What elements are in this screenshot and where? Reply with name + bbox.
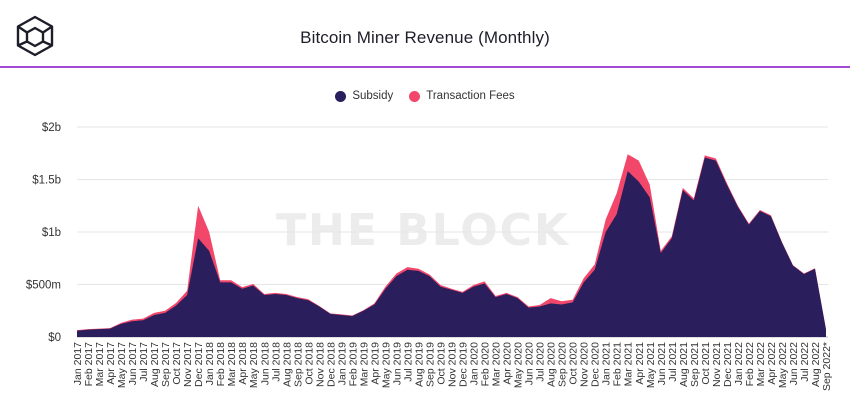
legend-label-transaction-fees: Transaction Fees — [426, 90, 515, 102]
x-tick-label: May 2021 — [645, 342, 657, 388]
x-tick-label: Jan 2017 — [72, 342, 84, 385]
x-tick-label: Jan 2021 — [601, 342, 613, 385]
x-tick-label: Jun 2022 — [788, 342, 800, 385]
x-tick-label: Sep 2020 — [557, 342, 569, 387]
x-tick-label: Jul 2018 — [270, 342, 282, 382]
x-tick-label: Feb 2019 — [347, 342, 359, 387]
x-tick-label: Sep 2019 — [424, 342, 436, 387]
x-tick-label: Dec 2018 — [325, 342, 337, 387]
x-tick-label: Nov 2019 — [447, 342, 459, 387]
x-tick-label: Oct 2020 — [568, 342, 580, 385]
x-tick-label: Dec 2017 — [193, 342, 205, 387]
legend-item-subsidy[interactable]: Subsidy — [335, 90, 393, 102]
legend-swatch-transaction-fees — [409, 90, 421, 102]
x-tick-label: Feb 2017 — [83, 342, 95, 387]
x-tick-label: Mar 2022 — [755, 342, 767, 387]
chart-title: Bitcoin Miner Revenue (Monthly) — [300, 28, 550, 47]
x-tick-label: Aug 2019 — [413, 342, 425, 387]
x-tick-label: Mar 2018 — [226, 342, 238, 387]
y-tick-label-3: $1.5b — [32, 175, 61, 187]
x-tick-label: Oct 2021 — [700, 342, 712, 385]
x-tick-label: Jul 2020 — [535, 342, 547, 382]
x-tick-label: Mar 2019 — [358, 342, 370, 387]
x-tick-label: Oct 2017 — [171, 342, 183, 385]
x-tick-label: Aug 2020 — [546, 342, 558, 387]
x-tick-label: Jan 2019 — [336, 342, 348, 385]
x-tick-label: Sep 2021 — [689, 342, 701, 387]
x-tick-label: Aug 2017 — [149, 342, 161, 387]
x-tick-label: Nov 2021 — [711, 342, 723, 387]
x-tick-label: Apr 2021 — [634, 342, 646, 385]
x-tick-label: Dec 2020 — [590, 342, 602, 387]
x-tick-label: Dec 2021 — [722, 342, 734, 387]
x-tick-label: Feb 2021 — [612, 342, 624, 387]
x-tick-label: May 2017 — [116, 342, 128, 388]
x-tick-label: Jun 2017 — [127, 342, 139, 385]
x-tick-label: Aug 2022 — [810, 342, 822, 387]
x-tick-label: Jun 2018 — [259, 342, 271, 385]
x-tick-label: Mar 2020 — [491, 342, 503, 387]
x-tick-label: Apr 2020 — [502, 342, 514, 385]
x-tick-label: Jul 2022 — [799, 342, 811, 382]
x-tick-label: Dec 2019 — [458, 342, 470, 387]
x-tick-label: Aug 2018 — [281, 342, 293, 387]
x-tick-label: Apr 2017 — [105, 342, 117, 385]
x-tick-label: Mar 2017 — [94, 342, 106, 387]
x-tick-label: Oct 2019 — [435, 342, 447, 385]
x-tick-label: Apr 2022 — [766, 342, 778, 385]
legend-swatch-subsidy — [335, 90, 347, 102]
header-divider — [0, 66, 850, 68]
x-tick-label: Feb 2020 — [480, 342, 492, 387]
chart-legend: Subsidy Transaction Fees — [0, 90, 850, 102]
x-tick-label: Apr 2018 — [237, 342, 249, 385]
x-tick-label: Jul 2019 — [402, 342, 414, 382]
y-tick-label-1: $500m — [26, 280, 61, 292]
x-tick-label: Jun 2021 — [656, 342, 668, 385]
x-tick-label: May 2020 — [513, 342, 525, 388]
x-tick-label: Jul 2017 — [138, 342, 150, 382]
x-tick-label: Sep 2017 — [160, 342, 172, 387]
x-tick-label: Jan 2022 — [733, 342, 745, 385]
x-tick-label: Jan 2020 — [469, 342, 481, 385]
x-tick-label: Sep 2018 — [292, 342, 304, 387]
x-tick-label: Nov 2018 — [314, 342, 326, 387]
y-tick-label-4: $2b — [42, 122, 61, 134]
legend-label-subsidy: Subsidy — [352, 90, 394, 102]
x-tick-label: May 2018 — [248, 342, 260, 388]
x-tick-label: Apr 2019 — [369, 342, 381, 385]
x-tick-label: Jul 2021 — [667, 342, 679, 382]
x-tick-label: Aug 2021 — [678, 342, 690, 387]
x-tick-label: May 2019 — [380, 342, 392, 388]
area-subsidy — [77, 157, 826, 337]
x-tick-label: Feb 2018 — [215, 342, 227, 387]
x-tick-label: Jan 2018 — [204, 342, 216, 385]
x-tick-label: Mar 2021 — [623, 342, 635, 387]
cube-logo-icon — [16, 15, 54, 57]
x-tick-label: Jun 2019 — [391, 342, 403, 385]
x-tick-label: May 2022 — [777, 342, 789, 388]
y-tick-label-2: $1b — [42, 227, 61, 239]
watermark: THE BLOCK — [275, 205, 570, 256]
x-tick-label: Nov 2020 — [579, 342, 591, 387]
x-tick-label: Sep 2022* — [821, 342, 833, 391]
x-tick-label: Nov 2017 — [182, 342, 194, 387]
legend-item-transaction-fees[interactable]: Transaction Fees — [409, 90, 515, 102]
x-tick-label: Jun 2020 — [524, 342, 536, 385]
x-tick-label: Oct 2018 — [303, 342, 315, 385]
y-tick-label-0: $0 — [48, 332, 61, 344]
x-tick-label: Feb 2022 — [744, 342, 756, 387]
